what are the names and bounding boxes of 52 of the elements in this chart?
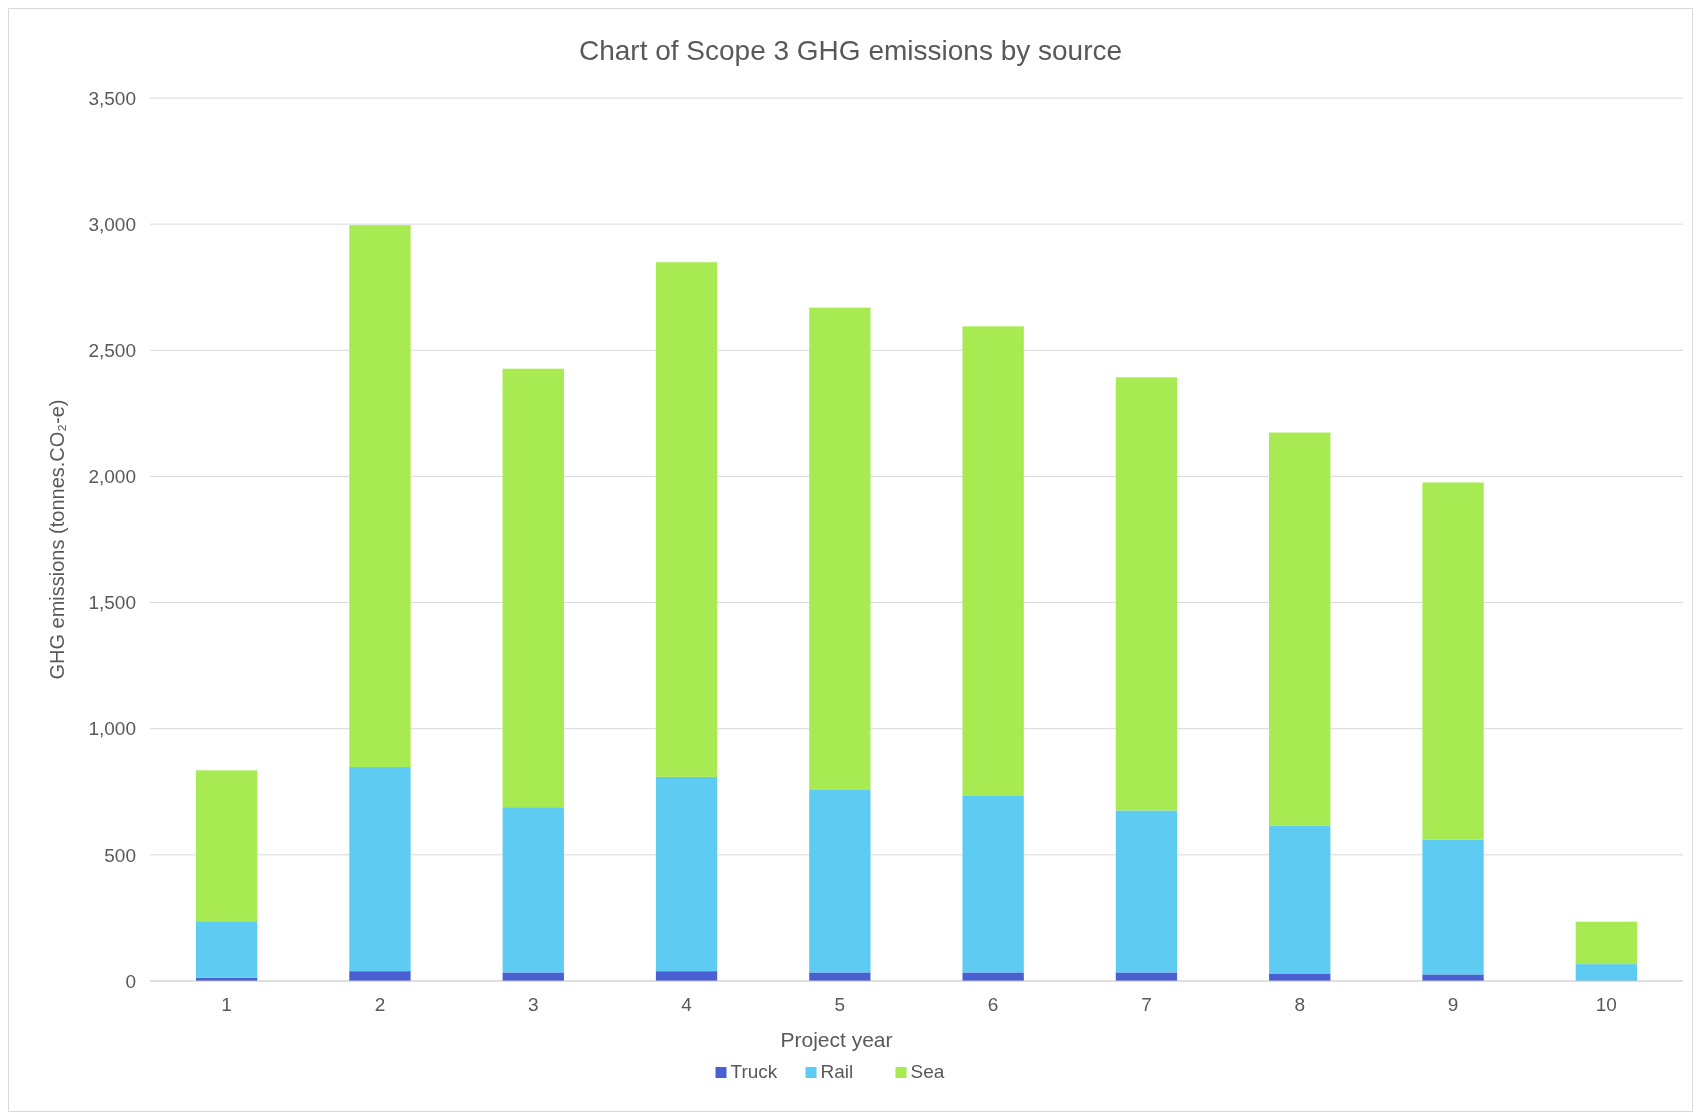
bar (195, 921, 258, 978)
x-tick-label: 5 (834, 994, 846, 1015)
bar (1115, 972, 1178, 981)
x-tick-label: 4 (681, 994, 693, 1015)
x-tick-label: 1 (221, 994, 232, 1015)
bar (962, 972, 1024, 981)
y-tick-label: 1,500 (88, 592, 136, 614)
x-tick-label: 9 (1447, 994, 1459, 1015)
x-tick-label: 2 (374, 994, 386, 1015)
y-tick-label: 0 (125, 970, 136, 992)
x-tick-label: 10 (1595, 994, 1617, 1015)
bar (655, 262, 718, 777)
bar (962, 326, 1024, 796)
bar (1269, 825, 1331, 974)
bar (809, 307, 871, 791)
bar (1422, 482, 1484, 840)
bar (1575, 964, 1638, 981)
bar (502, 368, 564, 808)
legend-label: Sea (910, 1061, 945, 1082)
legend-label: Truck (730, 1061, 778, 1082)
x-axis-title: Project year (780, 1028, 893, 1051)
legend-label: Rail (820, 1061, 854, 1082)
y-tick-label: 2,500 (88, 339, 136, 361)
x-tick-label: 6 (987, 994, 999, 1015)
bar (502, 972, 564, 981)
bar (349, 225, 411, 768)
bar (1422, 974, 1484, 981)
y-tick-label: 1,000 (88, 718, 136, 740)
bar (1422, 839, 1484, 975)
bar (1269, 432, 1331, 826)
y-tick-label: 3,500 (88, 87, 136, 109)
bar (1575, 921, 1638, 965)
y-tick-label: 3,000 (88, 213, 136, 235)
bar (349, 971, 411, 981)
bar (349, 767, 411, 972)
bar (809, 972, 871, 981)
bar (655, 971, 718, 981)
y-tick-label: 2,000 (88, 466, 136, 488)
bar (809, 790, 871, 973)
y-tick-label: 500 (104, 844, 136, 866)
bar (1115, 810, 1178, 973)
x-tick-label: 8 (1294, 994, 1306, 1015)
bar (195, 770, 258, 922)
y-axis-title: GHG emissions (tonnes.CO₂-e) (46, 399, 68, 680)
bar (962, 795, 1024, 973)
chart-title: Chart of Scope 3 GHG emissions by source (578, 35, 1123, 66)
x-tick-label: 3 (527, 994, 539, 1015)
bar (1269, 973, 1331, 981)
x-tick-label: 7 (1141, 994, 1152, 1015)
bar (655, 776, 718, 972)
bar (502, 807, 564, 973)
bar (1115, 377, 1178, 811)
